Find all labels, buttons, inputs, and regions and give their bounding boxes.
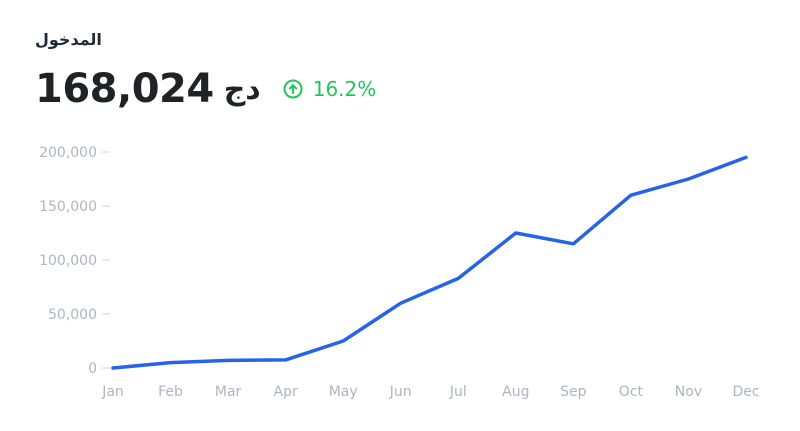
data-point <box>111 366 115 370</box>
data-point <box>226 359 230 362</box>
data-point <box>687 177 690 181</box>
change-value: 16.2% <box>312 77 377 101</box>
data-point <box>572 242 575 245</box>
chart-title: المدخول <box>35 30 102 49</box>
x-tick-label: Apr <box>274 384 298 400</box>
x-tick-label: Oct <box>619 384 644 400</box>
data-point <box>341 339 345 343</box>
y-tick-label: 50,000 <box>48 307 97 323</box>
x-tick-label: Mar <box>215 384 242 400</box>
summary-row: 168,024 دج 16.2% <box>35 66 376 112</box>
x-tick-label: Jul <box>449 384 467 400</box>
x-tick-label: Dec <box>732 384 759 400</box>
data-point <box>629 194 633 197</box>
series-layer <box>111 155 748 370</box>
x-tick-label: Nov <box>675 384 702 400</box>
data-point <box>457 277 460 280</box>
y-tick-label: 200,000 <box>39 145 97 161</box>
x-tick-label: Feb <box>158 384 183 400</box>
x-axis: Jan Feb Mar Apr May Jun Jul Aug Sep Oct Nov Dec <box>101 384 759 400</box>
arrow-up-circle-icon <box>283 79 303 99</box>
x-tick-label: Sep <box>560 384 587 400</box>
total-amount: 168,024 <box>35 66 214 112</box>
x-tick-label: Jan <box>101 384 124 400</box>
y-tick-label: 0 <box>88 361 97 377</box>
data-point <box>284 358 287 362</box>
data-point <box>744 156 748 159</box>
y-axis: 0 50,000 100,000 150,000 200,000 <box>39 145 110 377</box>
y-tick-label: 100,000 <box>39 253 97 269</box>
currency-label: دج <box>223 71 261 107</box>
x-tick-label: Jun <box>389 384 412 400</box>
x-tick-label: May <box>329 384 358 400</box>
y-tick-label: 150,000 <box>39 199 97 215</box>
change-indicator: 16.2% <box>283 77 377 101</box>
data-point <box>169 361 172 364</box>
x-tick-label: Aug <box>502 384 529 400</box>
data-point <box>399 302 402 305</box>
series-line <box>111 155 748 370</box>
data-point <box>514 231 518 235</box>
